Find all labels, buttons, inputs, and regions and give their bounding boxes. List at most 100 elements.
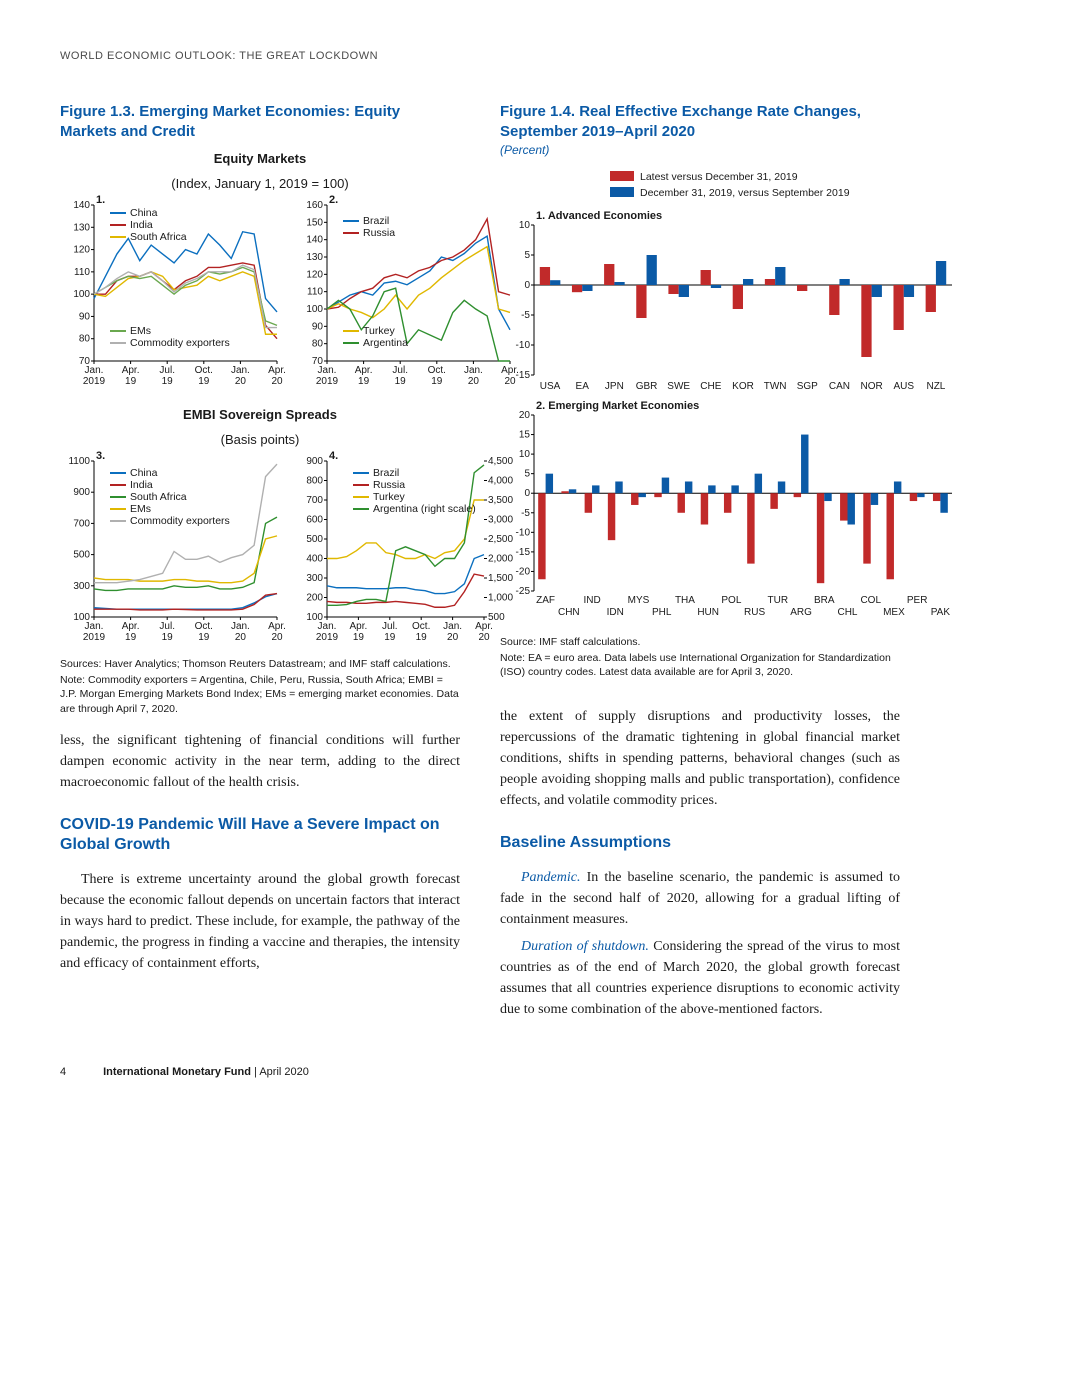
svg-text:0: 0: [524, 280, 530, 291]
svg-text:EMs: EMs: [130, 325, 151, 337]
svg-text:Jan.: Jan.: [85, 365, 104, 376]
svg-text:20: 20: [235, 376, 247, 387]
svg-text:2019: 2019: [316, 376, 339, 387]
svg-text:Brazil: Brazil: [373, 467, 399, 479]
svg-text:Russia: Russia: [363, 227, 395, 239]
fig14-panel2: -25-20-15-10-5051015202. Emerging Market…: [500, 395, 960, 625]
svg-text:2019: 2019: [316, 632, 339, 643]
svg-text:CAN: CAN: [829, 381, 850, 392]
svg-text:130: 130: [306, 252, 323, 263]
svg-text:90: 90: [79, 311, 91, 322]
svg-text:1100: 1100: [68, 456, 90, 467]
fig13-note: Note: Commodity exporters = Argentina, C…: [60, 673, 460, 716]
col1-p1: less, the significant tightening of fina…: [60, 730, 460, 793]
col2-para-shutdown: Duration of shutdown. Considering the sp…: [500, 936, 900, 1020]
svg-text:ZAF: ZAF: [536, 595, 555, 606]
fig13-sub1-title: Equity Markets: [60, 151, 460, 166]
svg-text:600: 600: [306, 515, 323, 526]
footer-issue: | April 2020: [251, 1066, 309, 1078]
svg-text:EA: EA: [576, 381, 590, 392]
svg-text:BRA: BRA: [814, 595, 835, 606]
svg-text:PHL: PHL: [652, 607, 672, 618]
svg-text:CHN: CHN: [558, 607, 580, 618]
svg-text:Turkey: Turkey: [373, 491, 405, 503]
svg-text:Jan.: Jan.: [464, 365, 483, 376]
svg-text:19: 19: [125, 376, 137, 387]
svg-text:3.: 3.: [96, 450, 105, 462]
svg-text:Apr.: Apr.: [475, 621, 493, 632]
svg-text:IDN: IDN: [607, 607, 624, 618]
svg-text:20: 20: [271, 632, 283, 643]
fig13-sub2-title: EMBI Sovereign Spreads: [60, 407, 460, 422]
svg-text:100: 100: [73, 289, 90, 300]
svg-text:RUS: RUS: [744, 607, 765, 618]
running-header: WORLD ECONOMIC OUTLOOK: THE GREAT LOCKDO…: [60, 50, 900, 62]
svg-text:China: China: [130, 467, 158, 479]
fig14-panel1: -15-10-505101. Advanced EconomiesUSAEAJP…: [500, 205, 960, 395]
svg-text:110: 110: [307, 287, 323, 298]
left-column: Figure 1.3. Emerging Market Economies: E…: [60, 102, 460, 1026]
svg-text:160: 160: [306, 200, 323, 211]
svg-text:Apr.: Apr.: [268, 365, 285, 376]
svg-text:3,000: 3,000: [488, 515, 513, 526]
svg-text:SGP: SGP: [797, 381, 818, 392]
svg-text:19: 19: [431, 376, 443, 387]
lede-shutdown: Duration of shutdown.: [521, 939, 649, 954]
fig14-legend: Latest versus December 31, 2019December …: [500, 165, 960, 205]
svg-text:South Africa: South Africa: [130, 231, 187, 243]
svg-text:NOR: NOR: [860, 381, 882, 392]
svg-text:Apr.: Apr.: [122, 365, 140, 376]
svg-text:Jan.: Jan.: [85, 621, 104, 632]
fig13-panel3: 1003005007009001100Jan.2019Apr.19Jul.19O…: [60, 447, 285, 647]
svg-text:3,500: 3,500: [488, 495, 513, 506]
svg-text:Oct.: Oct.: [412, 621, 430, 632]
svg-text:CHE: CHE: [700, 381, 721, 392]
svg-text:100: 100: [306, 304, 323, 315]
svg-text:South Africa: South Africa: [130, 491, 187, 503]
svg-text:120: 120: [306, 269, 323, 280]
svg-text:19: 19: [416, 632, 428, 643]
svg-text:0: 0: [524, 488, 530, 499]
svg-text:TUR: TUR: [768, 595, 789, 606]
svg-text:1. Advanced Economies: 1. Advanced Economies: [536, 210, 662, 222]
svg-text:1,000: 1,000: [488, 593, 513, 604]
col2-para-pandemic: Pandemic. In the baseline scenario, the …: [500, 867, 900, 930]
svg-text:5: 5: [524, 469, 530, 480]
svg-text:19: 19: [198, 632, 210, 643]
svg-text:Commodity exporters: Commodity exporters: [130, 515, 230, 527]
svg-text:China: China: [130, 207, 158, 219]
fig13-panel2: 708090100110120130140150160Jan.2019Apr.1…: [293, 191, 518, 391]
col2-p1: the extent of supply disruptions and pro…: [500, 706, 900, 811]
svg-text:500: 500: [73, 550, 90, 561]
svg-text:2019: 2019: [83, 376, 106, 387]
fig13-panel1: 708090100110120130140Jan.2019Apr.19Jul.1…: [60, 191, 285, 391]
svg-text:Argentina (right scale): Argentina (right scale): [373, 503, 476, 515]
svg-text:ARG: ARG: [790, 607, 812, 618]
svg-text:Jul.: Jul.: [382, 621, 398, 632]
svg-text:MYS: MYS: [628, 595, 650, 606]
svg-text:Argentina: Argentina: [363, 337, 408, 349]
svg-text:POL: POL: [721, 595, 741, 606]
svg-text:15: 15: [519, 430, 531, 441]
svg-text:Latest versus December 31, 201: Latest versus December 31, 2019: [640, 171, 798, 183]
svg-text:1.: 1.: [96, 194, 105, 206]
svg-text:10: 10: [519, 220, 531, 231]
svg-text:19: 19: [384, 632, 396, 643]
svg-text:AUS: AUS: [893, 381, 914, 392]
svg-text:10: 10: [519, 449, 531, 460]
svg-text:EMs: EMs: [130, 503, 151, 515]
svg-text:900: 900: [73, 487, 90, 498]
svg-text:20: 20: [447, 632, 459, 643]
svg-text:4.: 4.: [329, 450, 338, 462]
fig14-title: Figure 1.4. Real Effective Exchange Rate…: [500, 102, 900, 141]
svg-text:Jan.: Jan.: [318, 365, 337, 376]
svg-text:-5: -5: [521, 508, 530, 519]
svg-text:PER: PER: [907, 595, 928, 606]
svg-text:KOR: KOR: [732, 381, 754, 392]
svg-text:HUN: HUN: [697, 607, 719, 618]
svg-text:Apr.: Apr.: [268, 621, 285, 632]
svg-text:120: 120: [73, 245, 90, 256]
fig13-sources: Sources: Haver Analytics; Thomson Reuter…: [60, 657, 460, 671]
col1-p2: There is extreme uncertainty around the …: [60, 869, 460, 974]
svg-text:19: 19: [358, 376, 370, 387]
